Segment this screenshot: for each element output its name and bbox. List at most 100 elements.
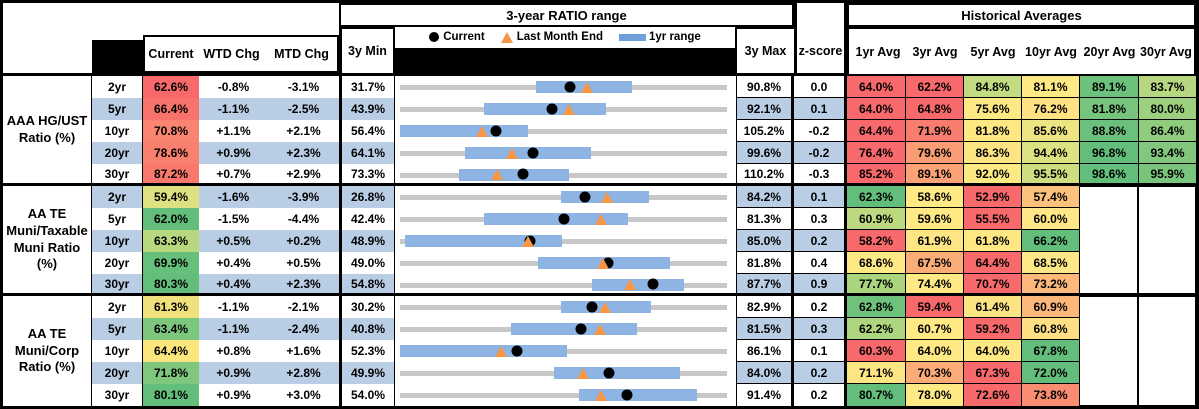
current-cell: 78.6% xyxy=(143,142,199,164)
legend-last-month: Last Month End xyxy=(500,31,603,43)
min-3y-cell: 40.8% xyxy=(339,318,395,340)
last-month-marker xyxy=(599,301,612,313)
last-month-marker xyxy=(594,323,607,335)
avg-cell: 78.0% xyxy=(905,384,963,406)
mtd-chg-cell: -2.5% xyxy=(268,98,339,120)
wtd-chg-cell: +0.4% xyxy=(216,256,251,270)
wtd-chg-cell: -1.1% xyxy=(199,98,268,120)
wtd-chg-cell: +0.7% xyxy=(199,164,268,186)
tenor-label: 10yr xyxy=(92,120,143,142)
range-track-3yr xyxy=(400,282,727,288)
wtd-chg-header: WTD Chg xyxy=(203,47,260,61)
range-track-3yr xyxy=(400,128,727,134)
min-3y-cell: 56.4% xyxy=(339,120,395,142)
zscore-cell: -0.2 xyxy=(794,142,847,164)
current-marker xyxy=(490,125,502,137)
change-header-box: Current WTD Chg MTD Chg xyxy=(143,35,339,73)
wtd-chg-cell: -0.8% xyxy=(217,80,250,94)
legend-1yr-range: 1yr range xyxy=(619,31,701,43)
max-3y-cell: 105.2% xyxy=(737,120,794,142)
tenor-label: 10yr xyxy=(92,340,143,362)
avg-cell: 93.4% xyxy=(1138,142,1196,164)
legend-current: Current xyxy=(429,31,485,43)
tenor-label: 2yr xyxy=(92,76,143,98)
avg-headers-box: 1yr Avg 3yr Avg 5yr Avg 10yr Avg 20yr Av… xyxy=(847,27,1196,76)
max-3y-cell: 81.5% xyxy=(737,318,794,340)
last-month-marker xyxy=(576,367,589,379)
range-chart xyxy=(395,362,737,384)
min-3y-cell: 49.9% xyxy=(339,362,395,384)
avg-cell: 62.2% xyxy=(905,76,963,98)
mtd-chg-cell: +2.9% xyxy=(268,164,339,186)
avg-cell: 67.3% xyxy=(963,362,1021,384)
avg-empty-cell xyxy=(1138,296,1196,406)
avg-cell: 59.4% xyxy=(905,296,963,318)
current-marker xyxy=(579,191,591,203)
tenor-label: 30yr xyxy=(92,164,143,186)
wtd-chg-cell: +0.9% xyxy=(216,388,251,402)
avg-cell: 73.2% xyxy=(1021,274,1079,296)
avg-cell: 66.2% xyxy=(1021,230,1079,252)
wtd-chg-cell: +0.5% xyxy=(199,230,268,252)
current-cell: 69.9% xyxy=(143,252,199,274)
max-3y-cell: 82.9% xyxy=(737,296,794,318)
current-cell: 80.1% xyxy=(143,384,199,406)
tenor-label: 5yr xyxy=(92,98,143,120)
black-cell xyxy=(92,40,143,73)
legend-current-label: Current xyxy=(443,31,485,44)
group-label: AAA HG/UST Ratio (%) xyxy=(3,76,92,186)
avg-cell: 94.4% xyxy=(1021,142,1079,164)
avg-cell: 52.9% xyxy=(963,186,1021,208)
current-cell: 71.8% xyxy=(143,362,199,384)
avg-cell: 60.0% xyxy=(1021,208,1079,230)
avg-cell: 96.8% xyxy=(1079,142,1138,164)
zscore-cell: 0.3 xyxy=(794,208,847,230)
wtd-chg-cell: +0.4% xyxy=(199,274,268,296)
avg-cell: 74.4% xyxy=(905,274,963,296)
max-3y-cell: 92.1% xyxy=(737,98,794,120)
wtd-chg-cell: +1.1% xyxy=(216,124,251,138)
last-month-triangle-icon xyxy=(500,31,513,43)
wtd-chg-cell: -1.1% xyxy=(217,300,250,314)
mtd-chg-cell: -4.4% xyxy=(287,212,320,226)
avg-cell: 83.7% xyxy=(1138,76,1196,98)
wtd-chg-cell: -1.6% xyxy=(199,186,268,208)
mtd-chg-cell: +1.6% xyxy=(286,344,321,358)
range-chart xyxy=(395,252,737,274)
avg-cell: 76.4% xyxy=(847,142,905,164)
max-3y-cell: 87.7% xyxy=(737,274,794,296)
mtd-chg-cell: -3.9% xyxy=(268,186,339,208)
avg-cell: 72.0% xyxy=(1021,362,1079,384)
chart-legend-cell: Current Last Month End 1yr range xyxy=(395,27,737,76)
min-3y-cell: 42.4% xyxy=(339,208,395,230)
zscore-cell: 0.2 xyxy=(794,384,847,406)
max-3y-cell: 84.0% xyxy=(737,362,794,384)
max-3y-cell: 99.6% xyxy=(737,142,794,164)
avg-cell: 71.1% xyxy=(847,362,905,384)
min-3y-header: 3y Min xyxy=(339,27,395,76)
range-chart xyxy=(395,76,737,98)
range-chart xyxy=(395,208,737,230)
last-month-marker xyxy=(563,103,576,115)
avg-header-10yr: 10yr Avg xyxy=(1025,44,1077,59)
avg-cell: 64.0% xyxy=(905,340,963,362)
avg-cell: 68.5% xyxy=(1021,252,1079,274)
table-grid: 3-year RATIO range z-score Historical Av… xyxy=(3,3,1196,406)
avg-cell: 68.6% xyxy=(847,252,905,274)
last-month-marker xyxy=(506,147,519,159)
current-cell: 63.4% xyxy=(143,318,199,340)
range-chart xyxy=(395,186,737,208)
zscore-cell: 0.3 xyxy=(794,318,847,340)
avg-cell: 98.6% xyxy=(1079,164,1138,186)
legend-black-bar xyxy=(395,47,735,73)
avg-cell: 61.4% xyxy=(963,296,1021,318)
current-marker xyxy=(546,103,558,115)
avg-header-20yr: 20yr Avg xyxy=(1083,44,1136,59)
avg-cell: 73.8% xyxy=(1021,384,1079,406)
min-3y-cell: 30.2% xyxy=(339,296,395,318)
zscore-cell: 0.2 xyxy=(794,296,847,318)
last-month-marker xyxy=(623,278,636,290)
range-bar-1yr xyxy=(400,125,528,137)
range-chart xyxy=(395,340,737,362)
avg-cell: 60.9% xyxy=(847,208,905,230)
